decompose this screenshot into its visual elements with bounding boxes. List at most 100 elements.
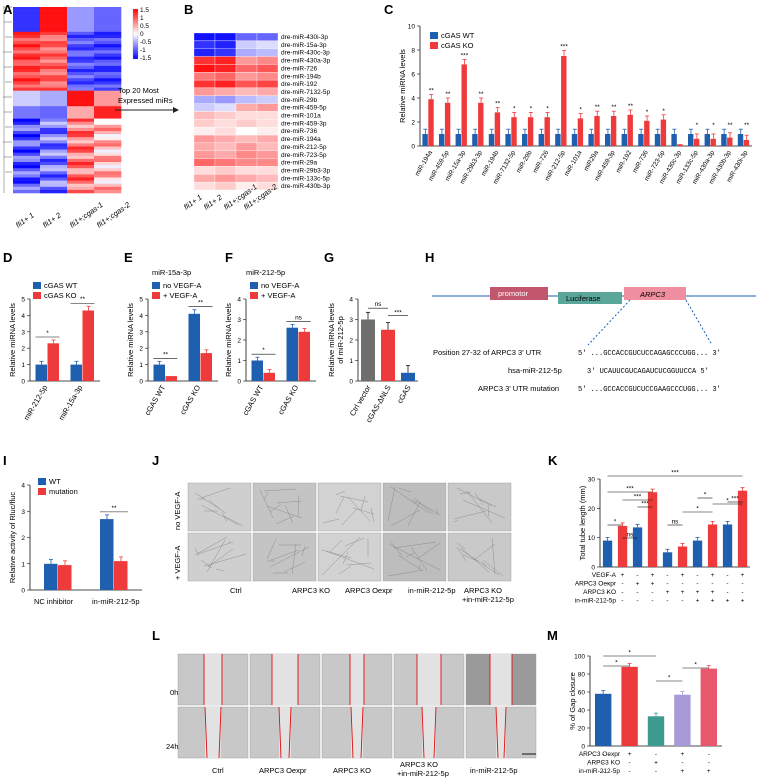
x-tick-label: NC inhibitor [34,597,74,606]
heatmap-a-cell [13,16,41,20]
micrograph-tile [317,532,382,582]
tube-segment [341,508,358,526]
y-axis-label: % of Gap closure [568,672,577,730]
heatmap-a-cell [40,78,68,82]
heatmap-a-cell [94,81,122,85]
heatmap-a-cell [13,65,41,70]
heatmap-a-cell [67,189,95,194]
heatmap-a-cell [94,69,122,73]
heatmap-a-cell [94,10,122,14]
colorbar-tick: -0.5 [140,39,152,46]
tube-segment [397,554,424,572]
heatmap-b-cell [235,158,258,167]
bar [647,492,658,567]
heatmap-a-cell [94,168,122,172]
heatmap-a-cell [13,103,41,107]
significance-mark: *** [461,53,469,60]
heatmap-b-cell [214,103,237,112]
heatmap-a-cell [13,7,41,11]
heatmap-a-cell [13,41,41,45]
bar [621,666,638,746]
bar [710,138,716,146]
heatmap-b-cell [235,64,258,73]
panel-label-f: F [225,250,233,265]
y-tick-label: 5 [21,297,25,304]
y-tick-label: 100 [574,654,585,661]
y-axis-label: Total tube length (mm) [578,485,587,560]
bar [662,552,673,567]
panel-label-g: G [324,250,334,265]
heatmap-a-cell [40,7,68,11]
heatmap-a-cell [94,50,122,54]
panel-label-b: B [184,2,193,17]
colorbar-gradient [132,8,139,60]
heatmap-a-cell [40,134,68,138]
gene-label: dre-miR-192 [281,81,318,88]
heatmap-b-cell [214,150,237,159]
heatmap-b-cell [193,150,216,159]
bar [704,134,710,146]
tube-segment [206,539,226,573]
row-label-no-vegf: no VEGF-A [173,492,182,530]
heatmap-a-cell [40,186,68,191]
condition-label: ARPC3 KO [587,760,620,767]
heatmap-a-cell [94,100,122,104]
heatmap-a-cell [67,140,95,144]
heatmap-a-cell [40,143,68,147]
bar [632,527,643,567]
condition-sign: + [711,598,715,605]
heatmap-b-cell [214,40,237,49]
tube-segment [456,546,467,562]
heatmap-a-cell [94,93,122,98]
gene-label: dre-miR-29a [281,160,318,167]
heatmap-a-cell [13,186,41,191]
bar [571,134,578,146]
heatmap-b-cell [256,48,279,57]
bar [610,116,617,146]
y-tick-label: 0 [139,379,143,386]
tube-segment [263,488,297,492]
bar [595,693,612,746]
tube-segment [481,561,487,567]
gene-label: dre-miR-15a-3p [281,42,327,49]
heatmap-a-cell [67,53,95,57]
bar [472,134,478,146]
tube-segment [456,542,466,550]
heatmap-a-cell [40,22,68,26]
heatmap-a-cell [13,171,41,175]
condition-sign: + [636,581,640,588]
tube-segment [203,553,247,567]
heatmap-a-cell [13,28,41,33]
significance-mark: * [696,506,699,513]
bar [478,102,484,146]
heatmap-b-cell [256,166,279,175]
col-label: ARPC3 KO [333,766,371,775]
condition-sign: - [655,768,657,775]
heatmap-b-cell [214,95,237,104]
significance-mark: * [712,122,715,129]
bar [538,134,544,146]
heatmap-a-cell [67,158,95,163]
bar [671,134,677,146]
heatmap-a-cell [67,19,95,23]
heatmap-b-cell [193,64,216,73]
heatmap-a-cell [67,34,95,39]
heatmap-a-cell [40,165,68,169]
y-tick-label: 4 [237,297,241,304]
heatmap-a-cell [94,78,122,82]
legend-label: cGAS KO [441,41,474,50]
tube-segment [387,486,396,522]
condition-sign: - [696,572,698,579]
heatmap-a-cell [40,69,68,73]
heatmap-a-cell [94,16,122,20]
y-axis-label: Relative miRNA levels [126,303,135,377]
legend-label: no VEGF-A [261,281,299,290]
heatmap-a-cell [94,131,122,135]
bar [660,119,667,146]
bar [153,364,165,381]
bar [286,327,298,381]
heatmap-a-cell [67,50,95,54]
condition-sign: - [602,751,604,758]
heatmap-a-cell [40,162,68,166]
